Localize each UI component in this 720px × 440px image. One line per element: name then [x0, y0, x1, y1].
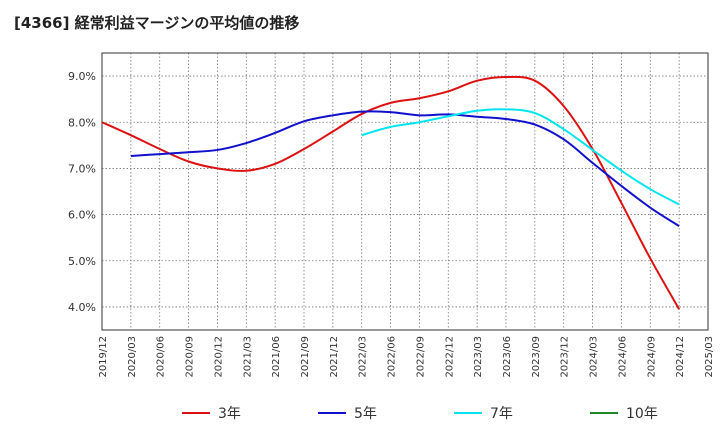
x-tick-label: 2022/06	[387, 336, 398, 378]
axes: 2019/12 2020/03 2020/06 2020/09 2020/12 2021/…	[68, 52, 715, 378]
legend-label: 7年	[490, 406, 513, 422]
x-tick-label: 2024/06	[617, 336, 628, 378]
y-tick-label: 7.0%	[68, 162, 96, 175]
x-tick-label: 2024/09	[646, 336, 657, 378]
x-tick-label: 2022/03	[358, 336, 369, 378]
x-tick-label: 2024/12	[675, 336, 686, 378]
legend-label: 5年	[354, 406, 377, 422]
x-tick-label: 2021/03	[242, 336, 253, 378]
y-tick-label: 4.0%	[68, 301, 96, 314]
legend-label: 10年	[626, 406, 658, 422]
x-tick-label: 2024/03	[589, 336, 600, 378]
series-line-2	[130, 110, 680, 227]
x-tick-label: 2021/06	[271, 336, 282, 378]
y-tick-label: 9.0%	[68, 70, 96, 83]
x-tick-label: 2023/09	[531, 336, 542, 378]
chart-title: [4366] 経常利益マージンの平均値の推移	[14, 14, 300, 32]
legend-label: 3年	[218, 406, 241, 422]
plot-frame	[101, 52, 709, 331]
x-tick-label: 2020/06	[156, 336, 167, 378]
x-tick-label: 2023/03	[473, 336, 484, 378]
x-tick-label: 2020/03	[127, 336, 138, 378]
y-tick-label: 6.0%	[68, 209, 96, 222]
x-tick-label: 2020/09	[185, 336, 196, 378]
y-tick-label: 8.0%	[68, 116, 96, 129]
series-line-3	[361, 108, 680, 206]
legend: 3年 5年 7年 10年	[182, 406, 658, 422]
grid	[102, 53, 708, 330]
x-tick-label: 2023/06	[502, 336, 513, 378]
series-lines	[101, 75, 681, 310]
x-tick-label: 2025/03	[704, 336, 715, 378]
series-line-1	[101, 75, 681, 310]
x-tick-label: 2019/12	[98, 336, 109, 378]
y-tick-label: 5.0%	[68, 255, 96, 268]
x-tick-label: 2021/09	[300, 336, 311, 378]
x-tick-label: 2022/09	[415, 336, 426, 378]
x-tick-label: 2022/12	[444, 336, 455, 378]
x-tick-label: 2020/12	[213, 336, 224, 378]
x-tick-label: 2021/12	[329, 336, 340, 378]
x-tick-label: 2023/12	[560, 336, 571, 378]
